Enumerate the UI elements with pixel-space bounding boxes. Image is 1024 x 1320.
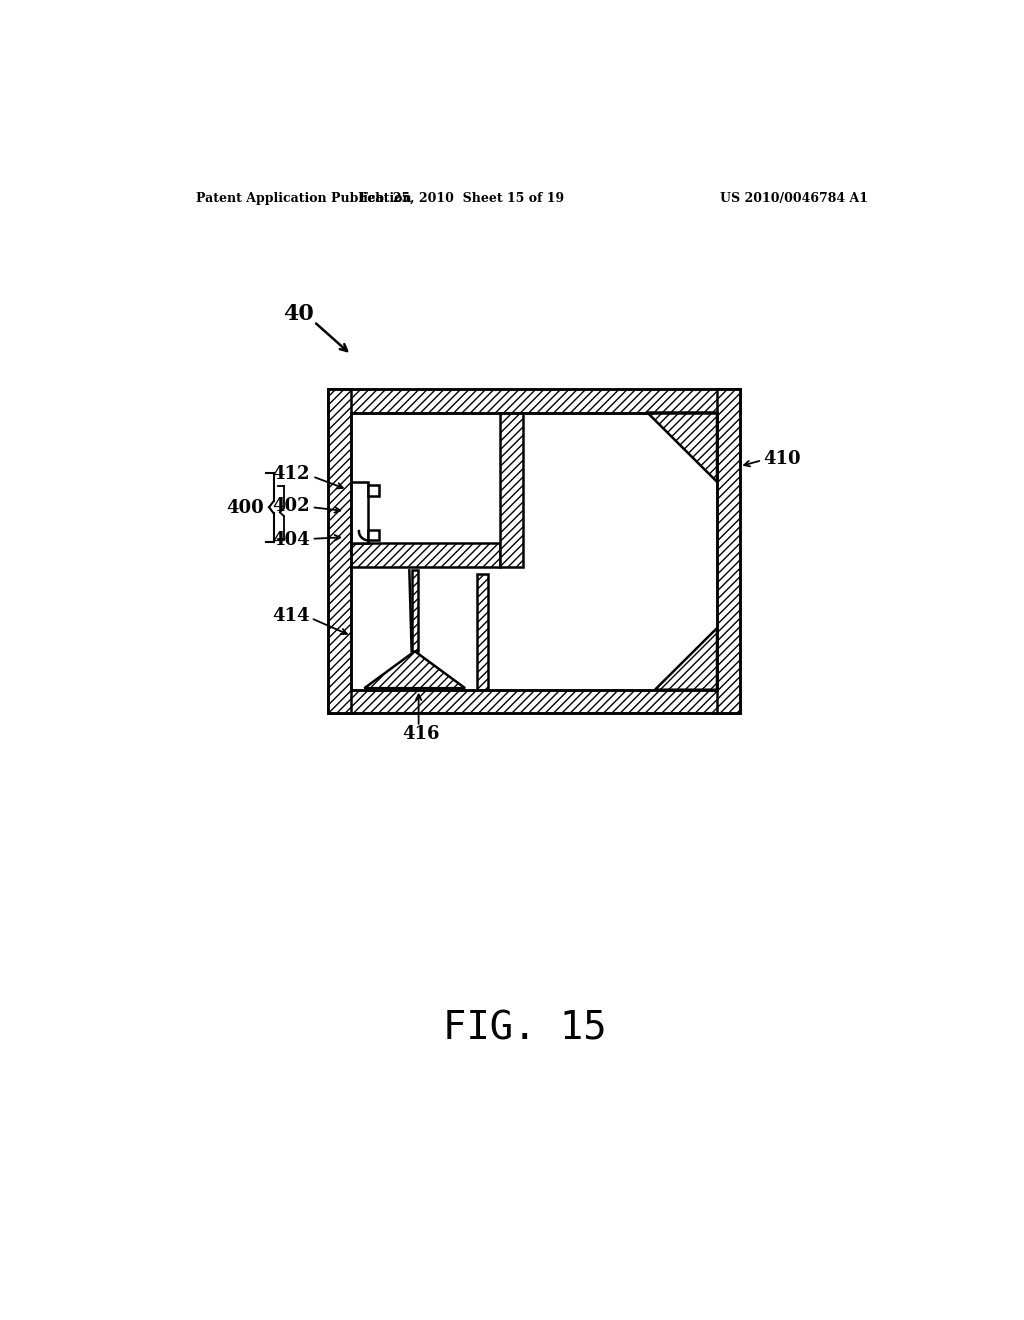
Bar [477, 574, 487, 689]
Text: 400: 400 [226, 499, 263, 517]
Bar [328, 389, 740, 412]
Bar [717, 389, 740, 713]
Bar [351, 544, 500, 566]
Text: Feb. 25, 2010  Sheet 15 of 19: Feb. 25, 2010 Sheet 15 of 19 [358, 191, 564, 205]
Bar [328, 689, 740, 713]
Bar [412, 570, 418, 651]
Text: 40: 40 [283, 304, 313, 325]
Text: Patent Application Publication: Patent Application Publication [197, 191, 412, 205]
Text: US 2010/0046784 A1: US 2010/0046784 A1 [721, 191, 868, 205]
Text: FIG. 15: FIG. 15 [443, 1010, 606, 1048]
Polygon shape [365, 651, 465, 688]
Text: 410: 410 [764, 450, 801, 467]
Polygon shape [655, 628, 717, 689]
Text: 404: 404 [272, 531, 310, 549]
Bar [369, 484, 379, 496]
Bar [369, 529, 379, 540]
Bar [500, 412, 523, 566]
Text: 416: 416 [402, 726, 439, 743]
Text: 412: 412 [272, 465, 310, 483]
Text: 402: 402 [272, 498, 310, 515]
Bar [328, 389, 351, 713]
Polygon shape [647, 412, 717, 482]
Text: 414: 414 [272, 607, 310, 624]
Bar [351, 482, 369, 544]
